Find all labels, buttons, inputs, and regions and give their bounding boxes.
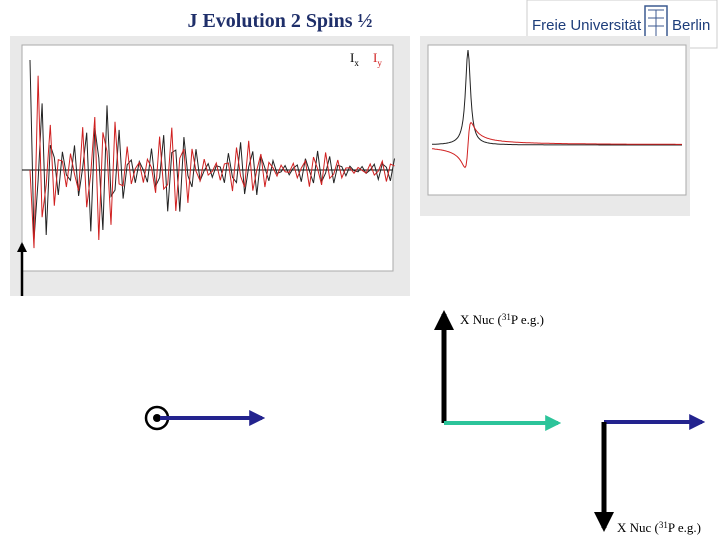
logo-name: Freie Universität bbox=[532, 17, 642, 34]
logo-city: Berlin bbox=[672, 17, 710, 34]
spec-plot bbox=[427, 44, 687, 196]
spec-x bbox=[432, 49, 682, 146]
spec-y bbox=[431, 121, 682, 169]
fid-x bbox=[29, 59, 395, 240]
fid-y bbox=[29, 75, 395, 249]
legend-ix: Ix bbox=[350, 50, 359, 68]
fid-plot bbox=[21, 44, 394, 272]
legend-iy: Iy bbox=[373, 50, 382, 68]
label: X Nuc (31P e.g.) bbox=[460, 312, 544, 327]
dot-center bbox=[153, 414, 161, 422]
title: J Evolution 2 Spins ½ bbox=[187, 10, 372, 32]
label: X Nuc (31P e.g.) bbox=[617, 520, 701, 535]
